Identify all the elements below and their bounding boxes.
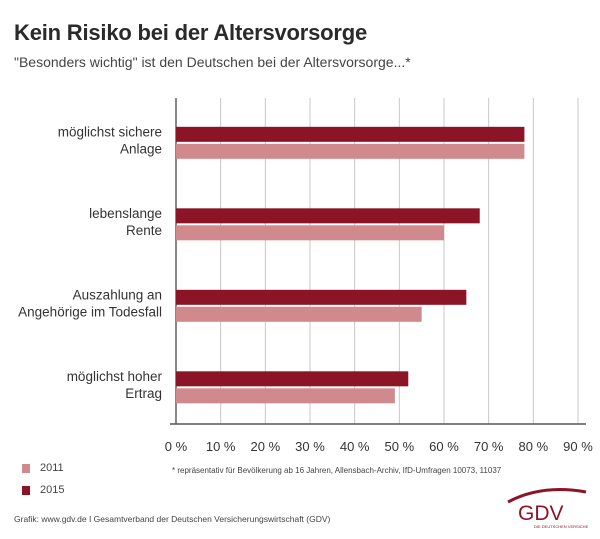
legend-label-2011: 2011	[40, 462, 64, 474]
x-tick-label-30: 30 %	[295, 439, 325, 454]
x-tick-label-70: 70 %	[474, 439, 504, 454]
source-credit: Grafik: www.gdv.de I Gesamtverband der D…	[14, 514, 331, 524]
legend-swatch-2011	[22, 463, 30, 473]
category-label-2-line-0: Auszahlung an	[73, 287, 162, 302]
x-tick-label-60: 60 %	[429, 439, 459, 454]
bar-2015-3	[176, 371, 409, 387]
chart-title: Kein Risiko bei der Altersvorsorge	[14, 20, 368, 45]
legend-item-2015: 2015	[22, 484, 64, 496]
category-label-1-line-0: lebenslange	[89, 206, 162, 221]
x-tick-label-90: 90 %	[563, 439, 593, 454]
bar-2011-0	[176, 143, 525, 159]
category-label-3-line-0: möglichst hoher	[67, 369, 163, 384]
x-tick-label-50: 50 %	[385, 439, 415, 454]
legend-item-2011: 2011	[22, 462, 64, 474]
bar-chart: 0 % 10 % 20 % 30 % 40 % 50 % 60 % 70 % 80 % 90 % m…	[18, 98, 593, 454]
gdv-logo: GDV DIE DEUTSCHEN VERSICHERER	[502, 484, 597, 530]
x-tick-label-0: 0 %	[165, 439, 188, 454]
category-label-1-line-1: Rente	[126, 223, 162, 238]
logo-swoosh	[507, 488, 587, 504]
bar-2011-1	[176, 225, 444, 241]
bar-2011-2	[176, 306, 422, 322]
legend-swatch-2015	[22, 485, 30, 495]
category-label-3-line-1: Ertrag	[125, 386, 162, 401]
chart-subtitle: "Besonders wichtig" ist den Deutschen be…	[14, 54, 411, 70]
category-label-0-line-1: Anlage	[120, 141, 162, 156]
x-tick-label-10: 10 %	[206, 439, 236, 454]
x-tick-label-20: 20 %	[251, 439, 281, 454]
bar-2015-2	[176, 289, 467, 305]
bar-2015-1	[176, 208, 480, 224]
logo-tagline: DIE DEUTSCHEN VERSICHERER	[534, 524, 588, 529]
category-label-2-line-1: Angehörige im Todesfall	[18, 304, 162, 319]
logo-wordmark: GDV	[518, 502, 564, 525]
category-label-0-line-0: möglichst sichere	[58, 124, 162, 139]
bar-2015-0	[176, 126, 525, 142]
bar-2011-3	[176, 388, 395, 404]
footnote: * repräsentativ für Bevölkerung ab 16 Ja…	[172, 466, 502, 475]
x-tick-label-40: 40 %	[340, 439, 370, 454]
legend-label-2015: 2015	[40, 484, 65, 496]
x-tick-label-80: 80 %	[519, 439, 549, 454]
